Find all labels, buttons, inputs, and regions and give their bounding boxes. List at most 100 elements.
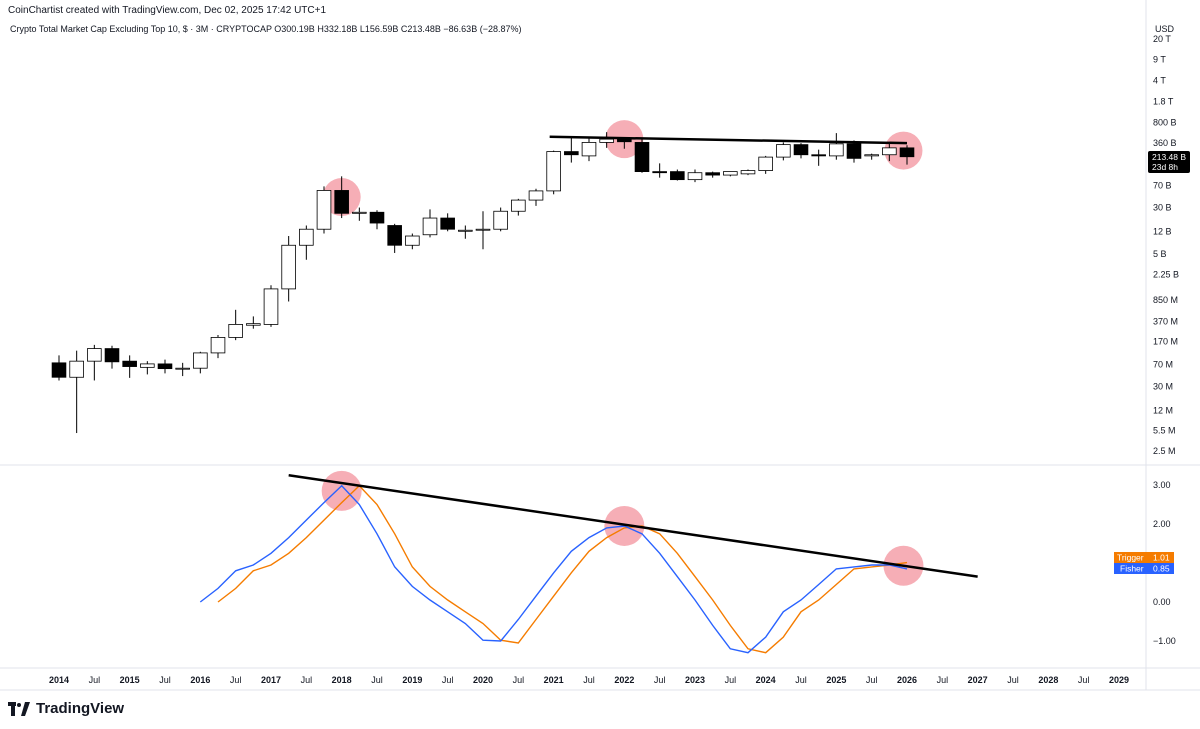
time-axis-month-label: Jul (866, 675, 878, 685)
candle (299, 225, 314, 260)
time-axis-month-label: Jul (937, 675, 949, 685)
candle-body-down (793, 144, 809, 156)
time-axis-year-label: 2021 (544, 675, 564, 685)
candle-body-up (263, 288, 279, 325)
candle (228, 309, 243, 341)
candle-body-up (210, 337, 226, 354)
price-tick-label: 5.5 M (1153, 426, 1176, 436)
currency-label: USD (1155, 24, 1175, 34)
candle-body-up (175, 367, 190, 370)
time-axis-month-label: Jul (513, 675, 525, 685)
price-tick-label: 70 M (1153, 360, 1173, 370)
candle (493, 207, 508, 232)
candle-body-up (405, 235, 420, 246)
price-tick-label: 370 M (1153, 316, 1178, 326)
candle (634, 138, 650, 173)
candle-body-up (228, 324, 243, 338)
time-axis-month-label: Jul (442, 675, 454, 685)
fisher-badge-value: 0.85 (1153, 564, 1170, 574)
candle (104, 345, 120, 369)
time-axis-month-label: Jul (371, 675, 383, 685)
price-tick-label: 12 B (1153, 226, 1172, 236)
candle-body-up (511, 199, 526, 212)
candle (776, 142, 791, 161)
created-by-caption: CoinChartist created with TradingView.co… (8, 5, 327, 16)
last-price-countdown: 23d 8h (1152, 162, 1178, 172)
price-tick-label: 30 B (1153, 203, 1172, 213)
candle-body-down (652, 171, 667, 174)
candle (405, 233, 420, 250)
last-price-value: 213.48 B (1152, 152, 1186, 162)
time-axis-month-label: Jul (1078, 675, 1090, 685)
time-axis-year-label: 2015 (120, 675, 140, 685)
candle (263, 285, 279, 327)
candle-body-up (882, 147, 897, 156)
candle-body-down (564, 151, 579, 156)
candle-body-down (634, 142, 650, 173)
last-price-badge-bg (1148, 151, 1190, 173)
candle (528, 188, 544, 206)
time-axis-year-label: 2020 (473, 675, 493, 685)
trigger-badge: Trigger 1.01 (1114, 552, 1174, 563)
time-axis-year-label: 2017 (261, 675, 281, 685)
trigger-badge-value-bg (1148, 552, 1174, 563)
time-axis-year-label: 2016 (190, 675, 210, 685)
indicator-tick-label: 3.00 (1153, 480, 1171, 490)
candle-body-up (546, 151, 561, 192)
fisher-line (199, 484, 908, 654)
time-axis-month-label: Jul (301, 675, 313, 685)
trigger-badge-label: Trigger (1117, 553, 1144, 563)
price-tick-label: 70 B (1153, 181, 1172, 191)
price-resistance-line (549, 135, 908, 145)
candle (475, 211, 491, 250)
candle (122, 355, 137, 378)
candle (687, 169, 703, 183)
candle (422, 209, 438, 238)
time-axis-year-label: 2018 (332, 675, 352, 685)
candle-body-up (864, 154, 879, 157)
indicator-trendline-line (288, 474, 978, 578)
price-tick-label: 170 M (1153, 337, 1178, 347)
time-axis-year-label: 2028 (1038, 675, 1058, 685)
time-axis-year-label: 2022 (614, 675, 634, 685)
candle-body-up (193, 352, 208, 369)
indicator-lines (199, 484, 908, 654)
candle (899, 145, 915, 165)
price-tick-label: 30 M (1153, 382, 1173, 392)
candle-body-down (334, 190, 349, 214)
indicator-trendline (288, 474, 978, 578)
price-tick-label: 1.8 T (1153, 96, 1174, 106)
candle (882, 143, 897, 162)
candle-body-down (157, 363, 173, 370)
time-axis-year-label: 2026 (897, 675, 917, 685)
candle (87, 344, 102, 381)
fisher-badge: Fisher 0.85 (1114, 563, 1174, 574)
candle-body-up (316, 190, 332, 230)
candle-body-up (352, 211, 367, 214)
price-tick-label: 2.5 M (1153, 446, 1176, 456)
tradingview-logo[interactable]: TradingView (8, 700, 124, 717)
candle-body-down (617, 138, 632, 143)
candle-body-up (599, 138, 614, 143)
candle-body-down (705, 172, 720, 176)
candle-body-up (740, 170, 756, 175)
candle-body-up (475, 228, 491, 231)
candle (599, 132, 614, 148)
candle (793, 143, 809, 159)
candle (511, 198, 526, 216)
candle (334, 176, 349, 219)
candle-body-down (846, 143, 862, 159)
time-axis-year-label: 2025 (826, 675, 846, 685)
fisher-badge-value-bg (1148, 563, 1174, 574)
time-axis-month-label: Jul (230, 675, 242, 685)
candle (352, 207, 367, 221)
candle-body-up (581, 142, 597, 157)
candle-body-up (758, 156, 773, 171)
candle (652, 163, 667, 178)
price-tick-label: 800 B (1153, 117, 1177, 127)
candle-body-up (528, 190, 544, 201)
candle (670, 169, 685, 181)
candle (387, 223, 402, 253)
